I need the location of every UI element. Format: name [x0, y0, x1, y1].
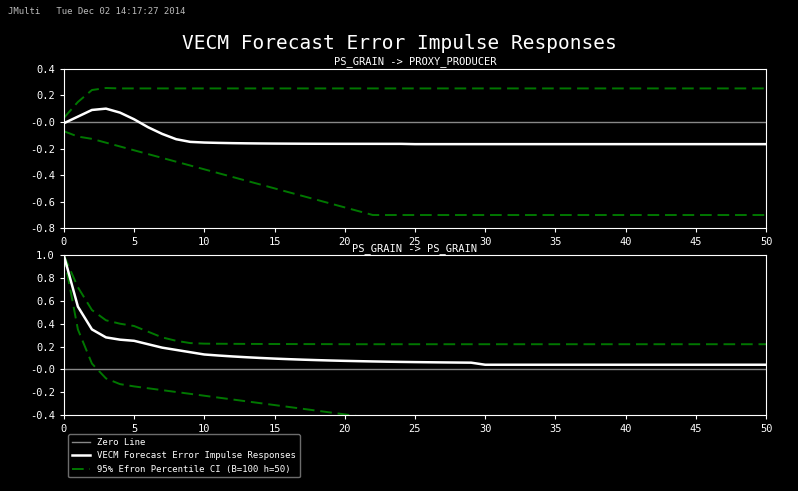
Title: PS_GRAIN -> PROXY_PRODUCER: PS_GRAIN -> PROXY_PRODUCER — [334, 56, 496, 67]
Title: PS_GRAIN -> PS_GRAIN: PS_GRAIN -> PS_GRAIN — [353, 243, 477, 254]
Legend: Zero Line, VECM Forecast Error Impulse Responses, 95% Efron Percentile CI (B=100: Zero Line, VECM Forecast Error Impulse R… — [69, 434, 300, 477]
Text: VECM Forecast Error Impulse Responses: VECM Forecast Error Impulse Responses — [182, 34, 616, 54]
Text: JMulti   Tue Dec 02 14:17:27 2014: JMulti Tue Dec 02 14:17:27 2014 — [8, 7, 185, 16]
